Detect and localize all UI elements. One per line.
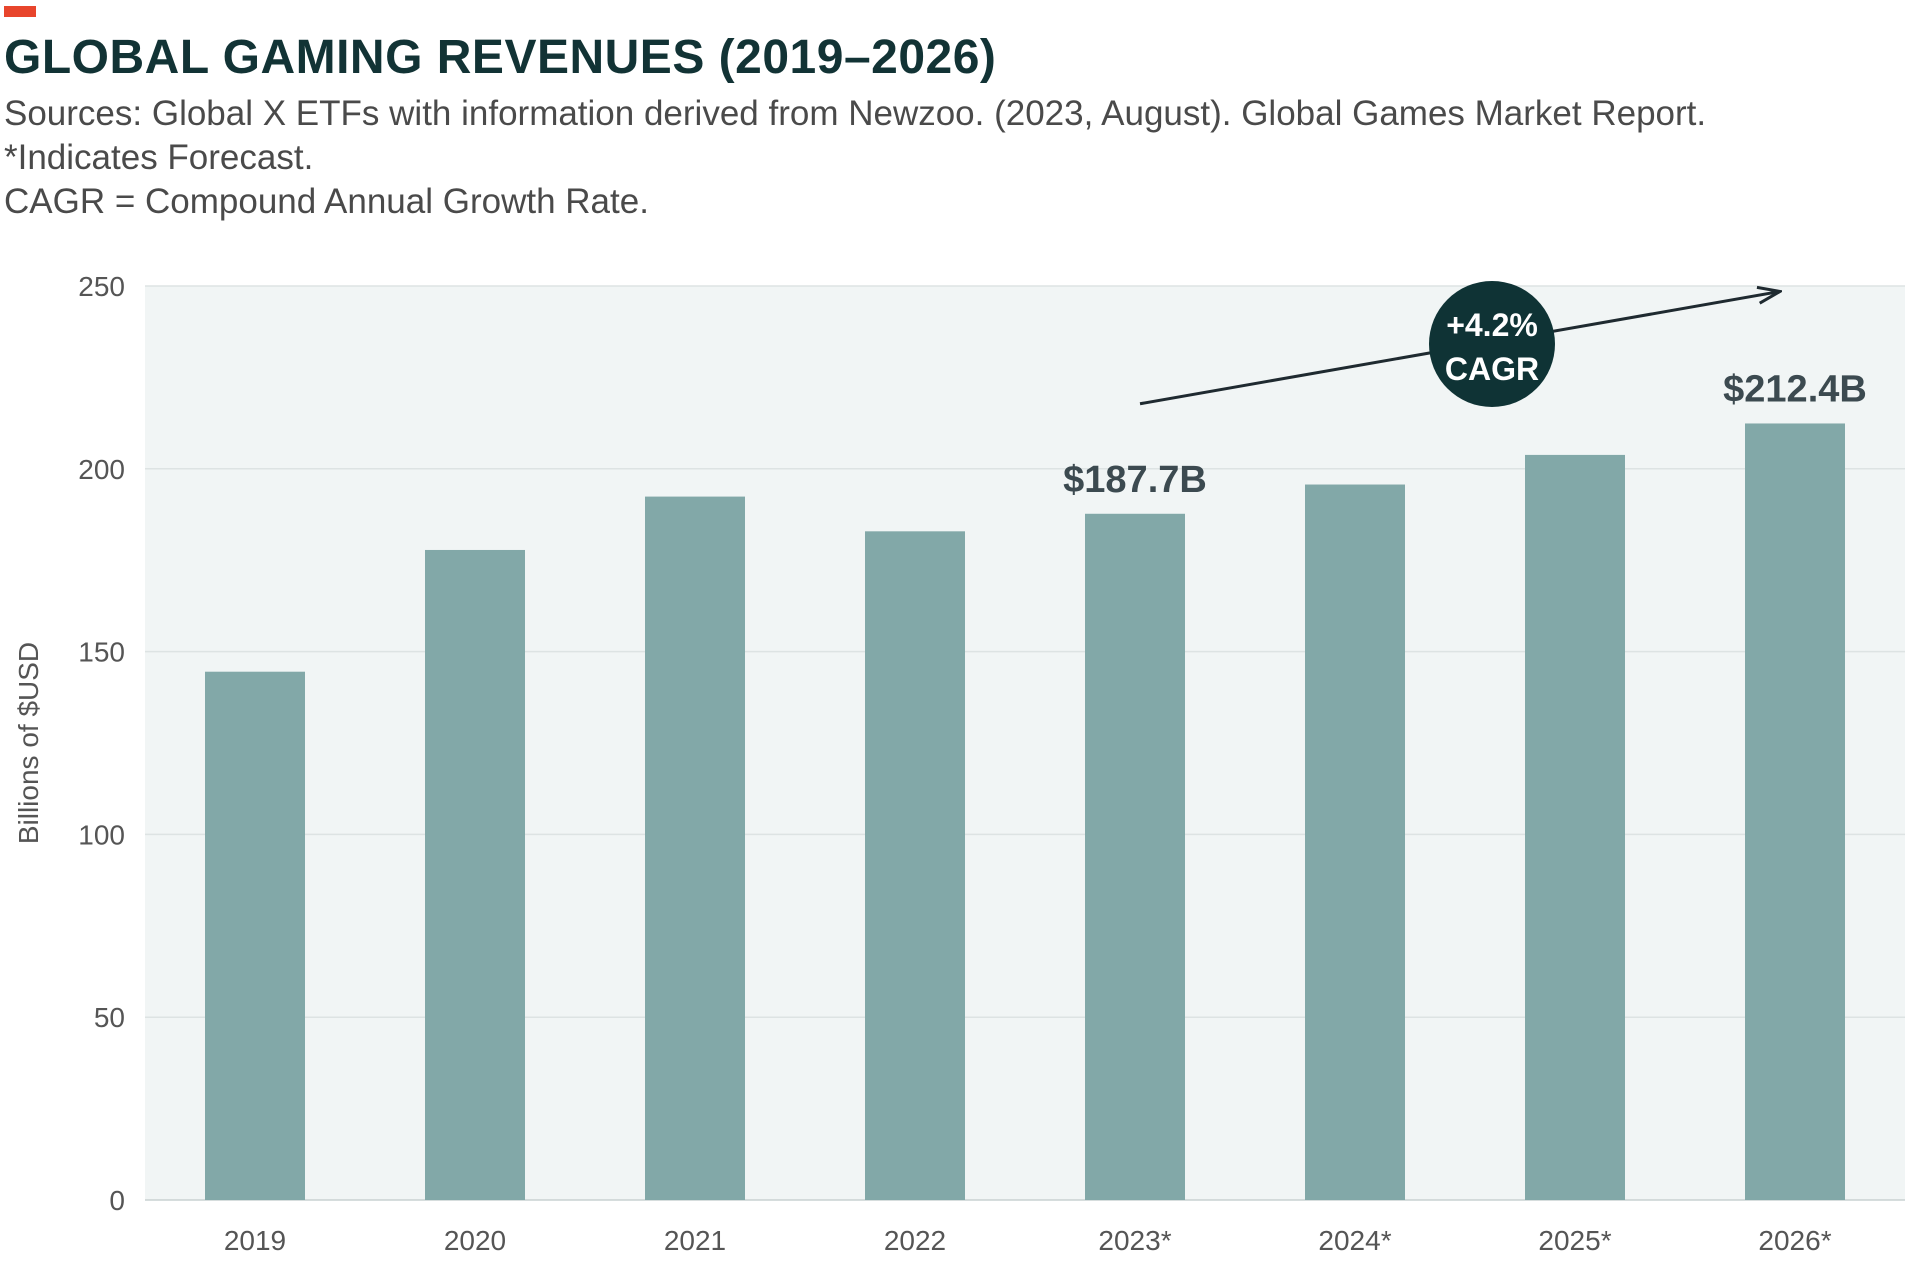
bar	[1525, 454, 1625, 1200]
cagr-badge-value: +4.2%	[1446, 307, 1538, 343]
accent-bar	[4, 6, 36, 17]
x-tick-label: 2023*	[1098, 1225, 1171, 1256]
y-tick-label: 200	[78, 454, 125, 485]
subtitle-sources: Sources: Global X ETFs with information …	[4, 94, 1707, 133]
chart-title: GLOBAL GAMING REVENUES (2019–2026)	[4, 31, 997, 84]
bar	[865, 531, 965, 1200]
bar	[1745, 423, 1845, 1201]
bar-chart: 0 50 100 150 200 250 2019 2020 2021 2022 2023* 202…	[13, 271, 1905, 1256]
x-tick-label: 2024*	[1318, 1225, 1391, 1256]
y-tick-label: 50	[94, 1002, 125, 1033]
bar	[1085, 513, 1185, 1200]
bar	[425, 549, 525, 1200]
x-tick-label: 2026*	[1758, 1225, 1831, 1256]
x-tick-label: 2022	[884, 1225, 946, 1256]
x-tick-label: 2025*	[1538, 1225, 1611, 1256]
y-axis-ticks: 0 50 100 150 200 250	[78, 271, 125, 1216]
x-tick-label: 2020	[444, 1225, 506, 1256]
bar	[645, 496, 745, 1201]
y-axis-label: Billions of $USD	[13, 642, 44, 844]
cagr-badge	[1429, 281, 1555, 408]
data-labels: $187.7B $212.4B	[1063, 368, 1867, 500]
chart-area: 0 50 100 150 200 250 2019 2020 2021 2022 2023* 202…	[0, 260, 1920, 1271]
y-tick-label: 150	[78, 637, 125, 668]
chart-subtitle: Sources: Global X ETFs with information …	[4, 92, 1706, 224]
x-tick-label: 2021	[664, 1225, 726, 1256]
y-tick-label: 100	[78, 819, 125, 850]
cagr-badge-label: CAGR	[1445, 351, 1539, 387]
x-axis-ticks: 2019 2020 2021 2022 2023* 2024* 2025* 2026*	[224, 1225, 1832, 1256]
bar	[1305, 484, 1405, 1200]
bar	[205, 671, 305, 1200]
subtitle-forecast-note: *Indicates Forecast.	[4, 138, 314, 177]
y-tick-label: 250	[78, 271, 125, 302]
bars	[205, 423, 1845, 1201]
data-label: $187.7B	[1063, 459, 1207, 501]
plot-background	[145, 286, 1905, 1200]
cagr-annotation: +4.2% CAGR	[1139, 281, 1780, 408]
subtitle-cagr-note: CAGR = Compound Annual Growth Rate.	[4, 182, 649, 221]
x-tick-label: 2019	[224, 1225, 286, 1256]
y-tick-label: 0	[109, 1185, 125, 1216]
data-label: $212.4B	[1723, 368, 1867, 410]
